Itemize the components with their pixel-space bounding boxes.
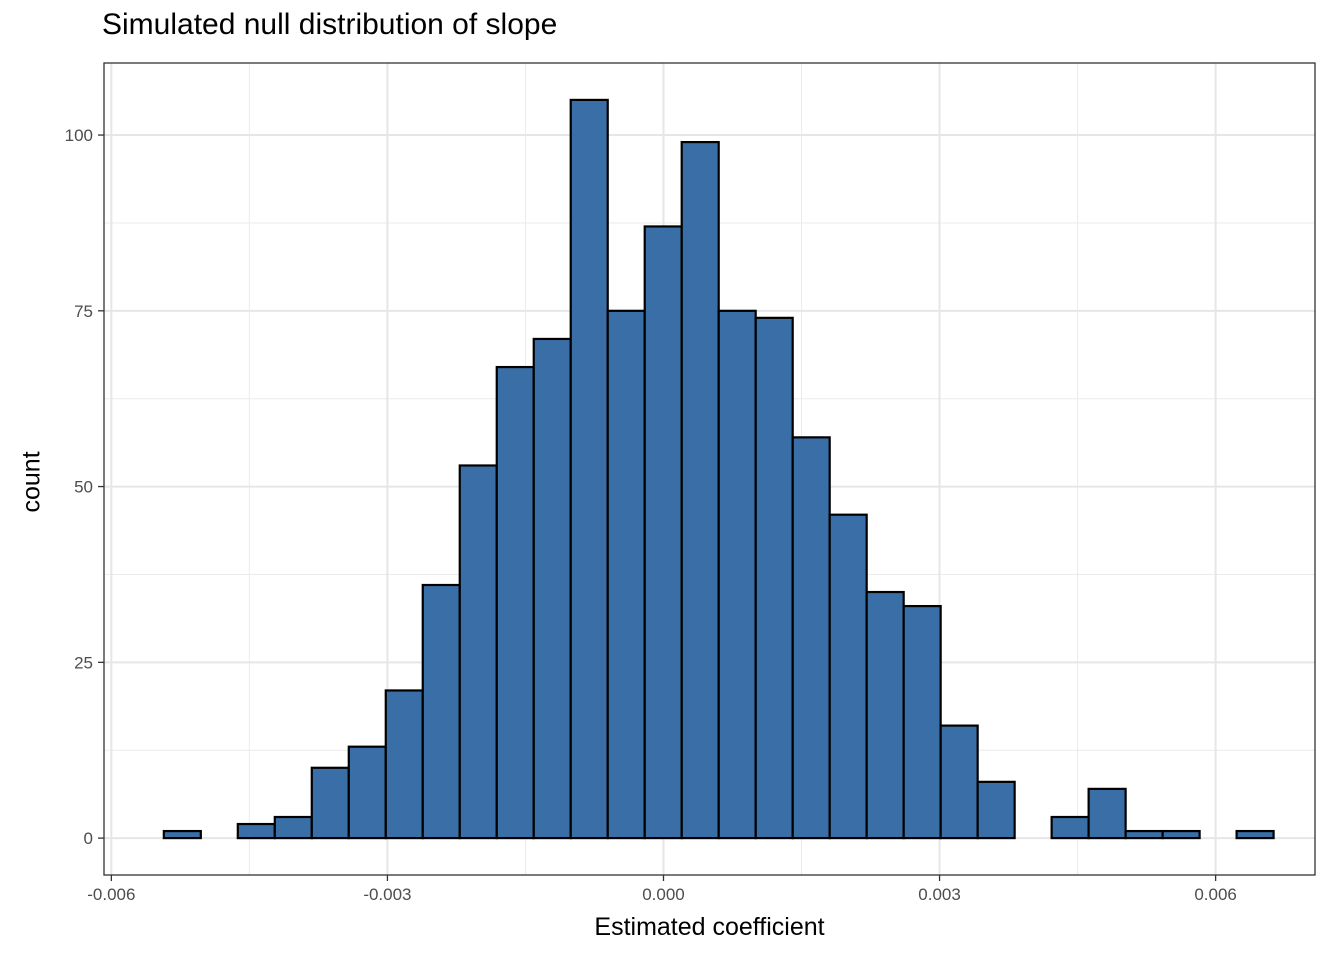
histogram-bar	[1050, 815, 1090, 840]
x-axis-label: Estimated coefficient	[594, 913, 825, 941]
histogram-bar	[458, 464, 498, 840]
histogram-bar	[1124, 829, 1164, 840]
x-tick-label: 0.000	[642, 885, 685, 904]
y-tick-label: 100	[65, 126, 93, 145]
histogram-bar	[1235, 829, 1275, 840]
y-tick-label: 75	[74, 302, 93, 321]
x-tick-label: -0.003	[363, 885, 411, 904]
panel-border	[103, 62, 1316, 876]
histogram-bars	[162, 98, 1275, 840]
histogram-bar	[939, 724, 979, 840]
histogram-bar	[865, 590, 905, 840]
histogram-bar	[1087, 787, 1127, 840]
histogram-bar	[495, 365, 535, 840]
histogram-bar	[791, 436, 831, 840]
histogram-bar	[1161, 829, 1201, 840]
histogram-bar	[236, 822, 276, 840]
histogram-bar	[606, 309, 646, 840]
histogram-bar	[976, 780, 1016, 840]
histogram-bar	[273, 815, 313, 840]
x-tick-label: -0.006	[87, 885, 135, 904]
y-tick-label: 0	[84, 829, 93, 848]
histogram-bar	[828, 513, 868, 840]
histogram-bar	[569, 98, 609, 840]
histogram-bar	[532, 337, 572, 840]
histogram-bar	[384, 689, 424, 840]
histogram-bar	[162, 829, 202, 840]
histogram-bar	[680, 140, 720, 840]
y-tick-label: 25	[74, 653, 93, 672]
axes: -0.006 -0.003 0.000 0.003 0.006 0 25 50 75 100	[65, 126, 1237, 904]
chart-title: Simulated null distribution of slope	[102, 8, 558, 41]
histogram-bar	[347, 745, 387, 840]
x-tick-label: 0.003	[918, 885, 961, 904]
histogram-bar	[310, 766, 350, 840]
histogram-bar	[754, 316, 794, 840]
x-tick-label: 0.006	[1194, 885, 1237, 904]
histogram-bar	[902, 604, 942, 840]
histogram-bar	[643, 225, 683, 840]
y-tick-label: 50	[74, 478, 93, 497]
histogram-bar	[421, 583, 461, 840]
y-axis-label: count	[17, 451, 46, 513]
histogram-bar	[717, 309, 757, 840]
